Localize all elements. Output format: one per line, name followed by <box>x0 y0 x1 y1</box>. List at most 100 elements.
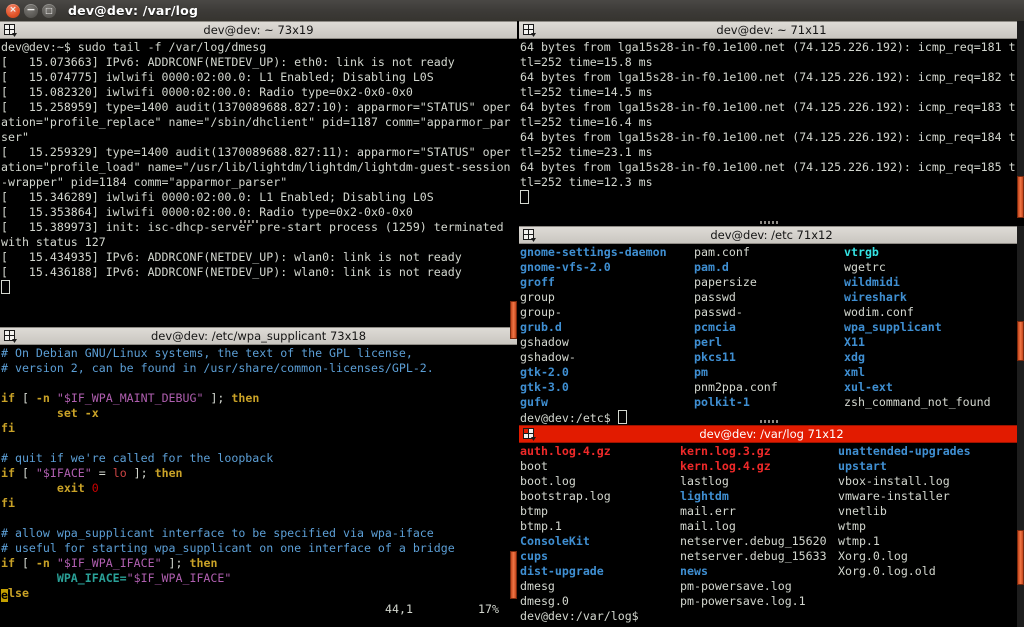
listing-entry[interactable]: groff <box>520 275 555 289</box>
scrollbar-dmesg-thumb[interactable] <box>510 301 517 339</box>
scrollbar-dmesg[interactable] <box>510 301 517 341</box>
listing-entry[interactable]: group <box>520 290 555 304</box>
listing-entry[interactable]: pm <box>694 365 708 379</box>
pane-etc-titlebar[interactable]: dev@dev: /etc 71x12 <box>519 226 1024 244</box>
listing-entry[interactable]: group- <box>520 305 562 319</box>
listing-entry[interactable]: boot <box>520 459 548 473</box>
pane-drag-handle-right-bottom[interactable] <box>760 420 778 423</box>
listing-entry[interactable]: dmesg <box>520 579 555 593</box>
listing-entry[interactable]: mail.err <box>680 504 736 518</box>
scrollbar-wpa[interactable] <box>510 551 517 601</box>
scrollbar-etc[interactable] <box>1017 226 1024 438</box>
listing-entry[interactable]: pnm2ppa.conf <box>694 380 778 394</box>
listing-entry[interactable]: btmp.1 <box>520 519 562 533</box>
maximize-button[interactable]: □ <box>42 3 56 18</box>
listing-entry[interactable]: papersize <box>694 275 757 289</box>
pane-wpa-titlebar[interactable]: dev@dev: /etc/wpa_supplicant 73x18 <box>0 327 517 345</box>
window-title: dev@dev: /var/log <box>68 3 199 18</box>
pane-drag-handle-right-top[interactable] <box>760 221 778 224</box>
listing-entry[interactable]: unattended-upgrades <box>838 444 971 458</box>
listing-entry[interactable]: gtk-3.0 <box>520 380 569 394</box>
scrollbar-ping-thumb[interactable] <box>1017 176 1024 218</box>
listing-entry[interactable]: pkcs11 <box>694 350 736 364</box>
listing-entry[interactable]: zsh_command_not_found <box>844 395 991 409</box>
listing-entry[interactable]: xul-ext <box>844 380 893 394</box>
pane-ping-titlebar[interactable]: dev@dev: ~ 71x11 <box>519 21 1024 39</box>
terminal-text: "$IF_WPA_MAINT_DEBUG" <box>56 391 204 405</box>
listing-entry[interactable]: wtmp.1 <box>838 534 880 548</box>
pane-wpa-supplicant[interactable]: dev@dev: /etc/wpa_supplicant 73x18 # On … <box>0 327 517 627</box>
listing-entry[interactable]: X11 <box>844 335 865 349</box>
listing-entry[interactable]: polkit-1 <box>694 395 750 409</box>
listing-entry[interactable]: Xorg.0.log.old <box>838 564 936 578</box>
listing-entry[interactable]: lightdm <box>680 489 729 503</box>
scrollbar-wpa-thumb[interactable] <box>510 551 517 599</box>
listing-entry[interactable]: perl <box>694 335 722 349</box>
listing-entry[interactable]: Xorg.0.log <box>838 549 908 563</box>
listing-entry[interactable]: xdg <box>844 350 865 364</box>
listing-entry[interactable]: netserver.debug_15633 <box>680 549 827 563</box>
listing-entry[interactable]: boot.log <box>520 474 576 488</box>
listing-entry[interactable]: xml <box>844 365 865 379</box>
listing-entry[interactable]: ConsoleKit <box>520 534 590 548</box>
listing-entry[interactable]: passwd <box>694 290 736 304</box>
listing-entry[interactable]: gshadow <box>520 335 569 349</box>
listing-entry[interactable]: btmp <box>520 504 548 518</box>
listing-entry[interactable]: vbox-install.log <box>838 474 950 488</box>
pane-ping[interactable]: dev@dev: ~ 71x11 64 bytes from lga15s28-… <box>519 21 1024 218</box>
listing-entry[interactable] <box>838 594 1024 609</box>
scrollbar-etc-thumb[interactable] <box>1017 321 1024 361</box>
listing-entry[interactable]: pam.conf <box>694 245 750 259</box>
listing-entry[interactable]: cups <box>520 549 548 563</box>
pane-drag-handle-left[interactable] <box>240 220 258 223</box>
pane-vertical-separator[interactable] <box>517 21 519 627</box>
listing-entry[interactable]: netserver.debug_15620 <box>680 534 827 548</box>
listing-entry[interactable]: pm-powersave.log <box>680 579 792 593</box>
terminal-text: [ 15.082320] iwlwifi 0000:02:00.0: Radio… <box>1 85 413 99</box>
pane-varlog[interactable]: dev@dev: /var/log 71x12 auth.log.4.gz ker… <box>519 425 1024 627</box>
listing-entry[interactable]: wodim.conf <box>844 305 914 319</box>
pane-etc-title: dev@dev: /etc 71x12 <box>710 228 833 242</box>
pane-dmesg-titlebar[interactable]: dev@dev: ~ 73x19 <box>0 21 517 39</box>
listing-entry[interactable]: upstart <box>838 459 887 473</box>
listing-entry[interactable]: gshadow- <box>520 350 576 364</box>
listing-entry[interactable]: pm-powersave.log.1 <box>680 594 806 608</box>
terminal-text: if <box>1 556 15 570</box>
listing-entry[interactable]: auth.log.4.gz <box>520 444 611 458</box>
scrollbar-varlog-thumb[interactable] <box>1017 530 1024 585</box>
listing-entry[interactable]: gufw <box>520 395 548 409</box>
listing-entry[interactable] <box>838 579 1024 594</box>
listing-entry[interactable]: kern.log.4.gz <box>680 459 771 473</box>
terminal-line: else <box>1 586 517 602</box>
listing-entry[interactable]: kern.log.3.gz <box>680 444 771 458</box>
close-button[interactable]: × <box>6 3 20 18</box>
pane-etc[interactable]: dev@dev: /etc 71x12 gnome-settings-daemo… <box>519 226 1024 438</box>
listing-entry[interactable]: gnome-vfs-2.0 <box>520 260 611 274</box>
listing-entry[interactable]: lastlog <box>680 474 729 488</box>
listing-entry[interactable]: wtmp <box>838 519 866 533</box>
listing-entry[interactable]: news <box>680 564 708 578</box>
listing-entry[interactable]: dmesg.0 <box>520 594 569 608</box>
listing-entry[interactable]: passwd- <box>694 305 743 319</box>
scrollbar-ping[interactable] <box>1017 21 1024 218</box>
listing-entry[interactable]: vnetlib <box>838 504 887 518</box>
listing-entry[interactable]: wpa_supplicant <box>844 320 942 334</box>
listing-entry[interactable]: wireshark <box>844 290 907 304</box>
listing-entry[interactable]: gtk-2.0 <box>520 365 569 379</box>
listing-entry[interactable]: wildmidi <box>844 275 900 289</box>
minimize-button[interactable]: − <box>24 3 38 18</box>
listing-entry[interactable]: pam.d <box>694 260 729 274</box>
listing-entry[interactable]: wgetrc <box>844 260 886 274</box>
listing-entry[interactable]: pcmcia <box>694 320 736 334</box>
pane-varlog-titlebar[interactable]: dev@dev: /var/log 71x12 <box>519 425 1024 443</box>
listing-entry[interactable]: gnome-settings-daemon <box>520 245 667 259</box>
terminal-line: # allow wpa_supplicant interface to be s… <box>1 526 517 541</box>
listing-entry[interactable]: bootstrap.log <box>520 489 611 503</box>
listing-entry[interactable]: dist-upgrade <box>520 564 604 578</box>
listing-entry[interactable]: grub.d <box>520 320 562 334</box>
listing-entry[interactable]: mail.log <box>680 519 736 533</box>
scrollbar-varlog[interactable] <box>1017 425 1024 627</box>
pane-dmesg[interactable]: dev@dev: ~ 73x19 dev@dev:~$ sudo tail -f… <box>0 21 517 327</box>
listing-entry[interactable]: vmware-installer <box>838 489 950 503</box>
listing-entry[interactable]: vtrgb <box>844 245 879 259</box>
